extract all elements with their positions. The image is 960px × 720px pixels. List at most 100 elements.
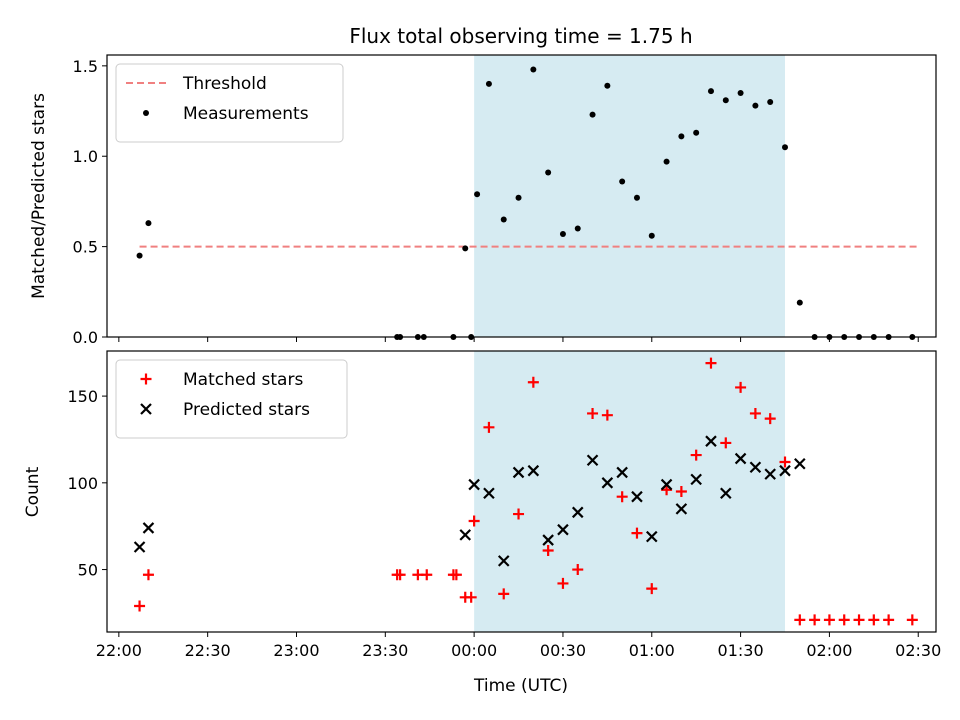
legend: Matched stars Predicted stars [115,359,348,439]
predicted-star-point [675,503,688,515]
measurement-point [678,133,685,140]
matched-star-point [906,614,918,626]
matched-star-point [465,591,477,603]
x-tick-label: 01:00 [629,641,675,660]
matched-star-point [572,564,584,576]
matched-star-point [779,456,791,468]
x-axis-label: Time (UTC) [473,676,568,696]
predicted-star-point [571,506,584,519]
matched-star-point [646,583,658,595]
measurement-point [574,225,581,232]
matched-star-point [394,569,406,581]
measurement-point [737,89,744,96]
matched-star-point [809,614,821,626]
predicted-star-point [705,435,717,447]
measurement-point [515,194,522,201]
matched-star-point [794,614,806,626]
measurement-point [707,88,714,95]
x-tick-label: 22:00 [96,641,142,660]
x-tick-label: 02:00 [806,641,852,660]
x-tick-label: 23:30 [362,641,408,660]
matched-star-point [468,515,480,527]
matched-star-point [749,407,761,419]
x-tick-label: 00:00 [451,641,497,660]
measurement-point [589,111,596,118]
matched-star-point [483,421,495,433]
measurement-point [485,80,492,87]
predicted-star-point [749,461,762,473]
legend-predicted-swatch [140,403,152,415]
x-tick-label: 01:30 [718,641,764,660]
x-tick-label: 00:30 [540,641,586,660]
measurement-point [136,252,143,259]
predicted-star-point [720,487,732,500]
measurement-point [500,216,507,223]
legend-box [115,359,348,439]
top-y-axis-label: Matched/Predicted stars [29,93,49,299]
matched-star-point [631,527,643,539]
bottom-y-axis-label: Count [23,466,43,517]
matched-star-point [868,614,880,626]
measurement-point [604,82,611,89]
y-tick-label: 100 [67,474,98,493]
measurement-point [767,99,774,105]
x-tick-label: 23:00 [273,641,319,660]
legend-measurement-swatch [143,110,149,116]
measurement-point [559,230,566,237]
predicted-star-point [142,522,155,534]
predicted-star-point [764,468,776,480]
predicted-star-point [586,454,599,467]
measurement-point [663,158,670,165]
matched-star-point [883,614,895,626]
measurement-point [462,245,469,252]
matched-star-point [720,437,732,449]
predicted-star-point [779,464,791,477]
y-tick-label: 1.5 [73,57,98,76]
x-tick-label: 22:30 [185,641,231,660]
matched-star-point [134,600,146,612]
predicted-star-point [631,490,643,503]
matched-star-point [527,376,539,388]
measurement-point [782,144,789,151]
matched-star-point [513,508,525,520]
matched-star-point [838,614,850,626]
matched-star-point [587,407,599,419]
predicted-star-point [616,466,628,479]
matched-star-point [450,569,462,581]
measurement-point [693,129,700,136]
top-panel-ratio-plot: 0.0 0.5 1.0 1.5 Threshold Measurements [73,54,937,347]
predicted-star-point [660,478,673,491]
predicted-star-point [542,534,554,546]
chart-title: Flux total observing time = 1.75 h [349,24,692,48]
matched-star-point [675,486,687,497]
measurement-point [474,191,481,198]
matched-star-point [498,588,510,600]
predicted-star-point [133,541,146,553]
measurement-point [796,299,803,306]
measurement-point [648,232,655,239]
predicted-star-point [645,530,658,543]
predicted-star-point [527,464,540,477]
predicted-star-point [497,555,510,567]
measurement-point [145,220,152,227]
matched-star-point [542,544,554,556]
shaded-observing-interval [474,351,786,632]
measurement-point [619,178,626,185]
predicted-star-point [690,473,702,486]
legend-label: Matched stars [183,370,303,390]
axes-frame [106,350,937,633]
matched-star-point [764,413,776,425]
measurement-point [530,66,537,73]
measurement-point [722,97,729,104]
matched-star-point [705,357,717,369]
matched-star-point [690,449,702,461]
y-tick-label: 1.0 [73,147,98,166]
matched-star-point [601,409,613,421]
predicted-star-point [794,457,806,470]
legend-label: Threshold [182,74,267,94]
measurement-point [752,102,759,109]
predicted-star-point [468,478,480,491]
matched-star-point [142,569,154,581]
legend-label: Measurements [183,104,309,124]
